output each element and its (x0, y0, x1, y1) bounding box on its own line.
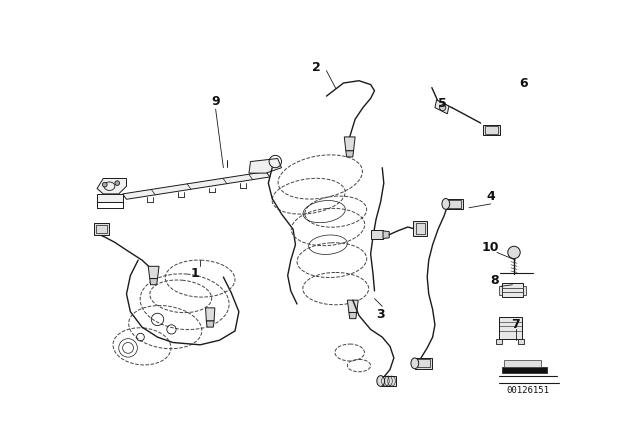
Ellipse shape (411, 358, 419, 369)
Polygon shape (205, 308, 215, 321)
Polygon shape (483, 125, 500, 135)
Polygon shape (518, 339, 524, 344)
Text: 7: 7 (511, 318, 520, 332)
Polygon shape (524, 285, 527, 295)
Polygon shape (502, 367, 547, 373)
Text: 2: 2 (312, 61, 321, 74)
Polygon shape (148, 266, 159, 279)
Polygon shape (496, 339, 502, 344)
Polygon shape (446, 198, 463, 209)
Polygon shape (502, 283, 524, 297)
Ellipse shape (377, 375, 385, 386)
Polygon shape (249, 159, 282, 173)
Text: 8: 8 (490, 275, 499, 288)
Polygon shape (413, 221, 428, 236)
Polygon shape (150, 279, 157, 285)
Polygon shape (371, 230, 383, 239)
Polygon shape (415, 358, 432, 369)
Polygon shape (346, 151, 353, 157)
Text: 9: 9 (211, 95, 220, 108)
Text: 5: 5 (438, 97, 447, 110)
Polygon shape (504, 360, 541, 367)
Text: 10: 10 (482, 241, 499, 254)
Text: 3: 3 (376, 307, 385, 320)
Polygon shape (344, 137, 355, 151)
Circle shape (508, 246, 520, 258)
Circle shape (440, 104, 446, 111)
Circle shape (115, 181, 120, 185)
Polygon shape (206, 321, 214, 327)
Polygon shape (381, 375, 396, 386)
Polygon shape (435, 100, 449, 114)
Polygon shape (97, 194, 123, 202)
Polygon shape (348, 300, 358, 313)
Polygon shape (123, 172, 270, 199)
Text: 4: 4 (486, 190, 495, 202)
Text: 6: 6 (519, 77, 527, 90)
Circle shape (102, 182, 107, 187)
Text: 1: 1 (190, 267, 199, 280)
Text: 00126151: 00126151 (506, 386, 550, 395)
Polygon shape (383, 231, 389, 238)
Polygon shape (349, 313, 356, 319)
Ellipse shape (442, 198, 450, 209)
Polygon shape (499, 285, 502, 295)
Polygon shape (499, 317, 522, 339)
Polygon shape (97, 178, 127, 194)
Polygon shape (94, 223, 109, 236)
